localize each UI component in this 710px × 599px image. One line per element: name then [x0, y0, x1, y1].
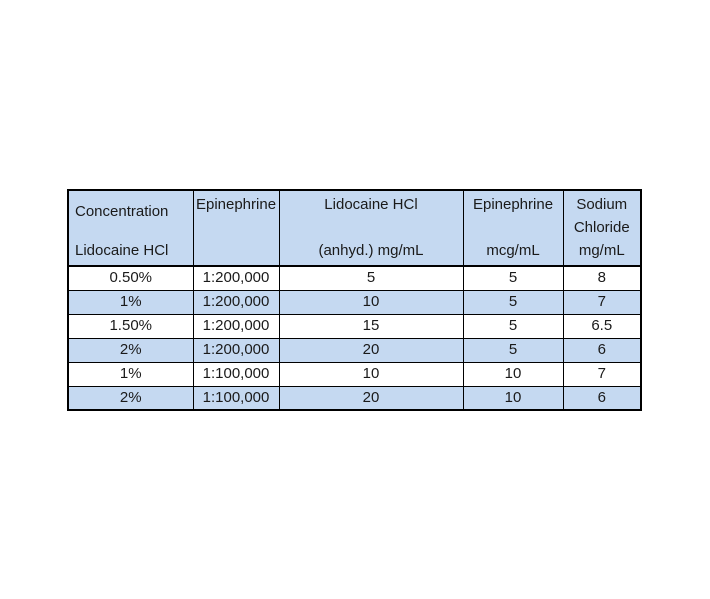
header-line: mcg/mL	[486, 242, 540, 259]
cell-concentration: 1%	[67, 361, 194, 387]
cell-lidocaine-mg: 20	[278, 385, 464, 411]
cell-lidocaine-mg: 10	[278, 289, 464, 315]
table-row: 1% 1:100,000 10 10 7	[67, 361, 642, 387]
table-container: Concentration Lidocaine HCl Epinephrine …	[67, 189, 642, 411]
header-line: Chloride	[573, 219, 630, 236]
table-row: 0.50% 1:200,000 5 5 8	[67, 265, 642, 291]
header-line: Epinephrine	[195, 196, 277, 213]
cell-sodium-chloride: 6	[562, 385, 642, 411]
header-concentration-lidocaine: Concentration Lidocaine HCl	[67, 189, 194, 267]
cell-sodium-chloride: 8	[562, 265, 642, 291]
table-row: 2% 1:200,000 20 5 6	[67, 337, 642, 363]
cell-epinephrine-ratio: 1:100,000	[192, 361, 280, 387]
header-line: Concentration	[75, 203, 169, 220]
lidocaine-epinephrine-formulation-table: Concentration Lidocaine HCl Epinephrine …	[67, 189, 642, 411]
cell-concentration: 2%	[67, 337, 194, 363]
cell-lidocaine-mg: 10	[278, 361, 464, 387]
header-sodium-chloride: Sodium Chloride mg/mL	[562, 189, 642, 267]
cell-concentration: 1.50%	[67, 313, 194, 339]
cell-epinephrine-ratio: 1:200,000	[192, 337, 280, 363]
header-epinephrine-ratio: Epinephrine	[192, 189, 280, 267]
cell-epinephrine-ratio: 1:200,000	[192, 289, 280, 315]
cell-concentration: 1%	[67, 289, 194, 315]
cell-epinephrine-mcg: 5	[462, 313, 564, 339]
cell-lidocaine-mg: 5	[278, 265, 464, 291]
cell-concentration: 2%	[67, 385, 194, 411]
cell-epinephrine-ratio: 1:200,000	[192, 313, 280, 339]
table-row: 2% 1:100,000 20 10 6	[67, 385, 642, 411]
header-line: Sodium	[576, 196, 628, 213]
cell-lidocaine-mg: 15	[278, 313, 464, 339]
cell-epinephrine-ratio: 1:200,000	[192, 265, 280, 291]
cell-sodium-chloride: 7	[562, 361, 642, 387]
cell-epinephrine-ratio: 1:100,000	[192, 385, 280, 411]
cell-sodium-chloride: 7	[562, 289, 642, 315]
header-line: (anhyd.) mg/mL	[318, 242, 424, 259]
header-line: mg/mL	[578, 242, 625, 259]
header-lidocaine-mg-per-ml: Lidocaine HCl (anhyd.) mg/mL	[278, 189, 464, 267]
table-header-row: Concentration Lidocaine HCl Epinephrine …	[67, 189, 642, 267]
cell-lidocaine-mg: 20	[278, 337, 464, 363]
cell-epinephrine-mcg: 5	[462, 337, 564, 363]
cell-epinephrine-mcg: 5	[462, 289, 564, 315]
header-line: Lidocaine HCl	[324, 196, 418, 213]
cell-epinephrine-mcg: 10	[462, 385, 564, 411]
cell-sodium-chloride: 6.5	[562, 313, 642, 339]
cell-epinephrine-mcg: 5	[462, 265, 564, 291]
header-epinephrine-mcg-per-ml: Epinephrine mcg/mL	[462, 189, 564, 267]
table-row: 1% 1:200,000 10 5 7	[67, 289, 642, 315]
cell-concentration: 0.50%	[67, 265, 194, 291]
cell-sodium-chloride: 6	[562, 337, 642, 363]
table-row: 1.50% 1:200,000 15 5 6.5	[67, 313, 642, 339]
header-line: Epinephrine	[472, 196, 554, 213]
cell-epinephrine-mcg: 10	[462, 361, 564, 387]
header-line: Lidocaine HCl	[75, 242, 169, 259]
